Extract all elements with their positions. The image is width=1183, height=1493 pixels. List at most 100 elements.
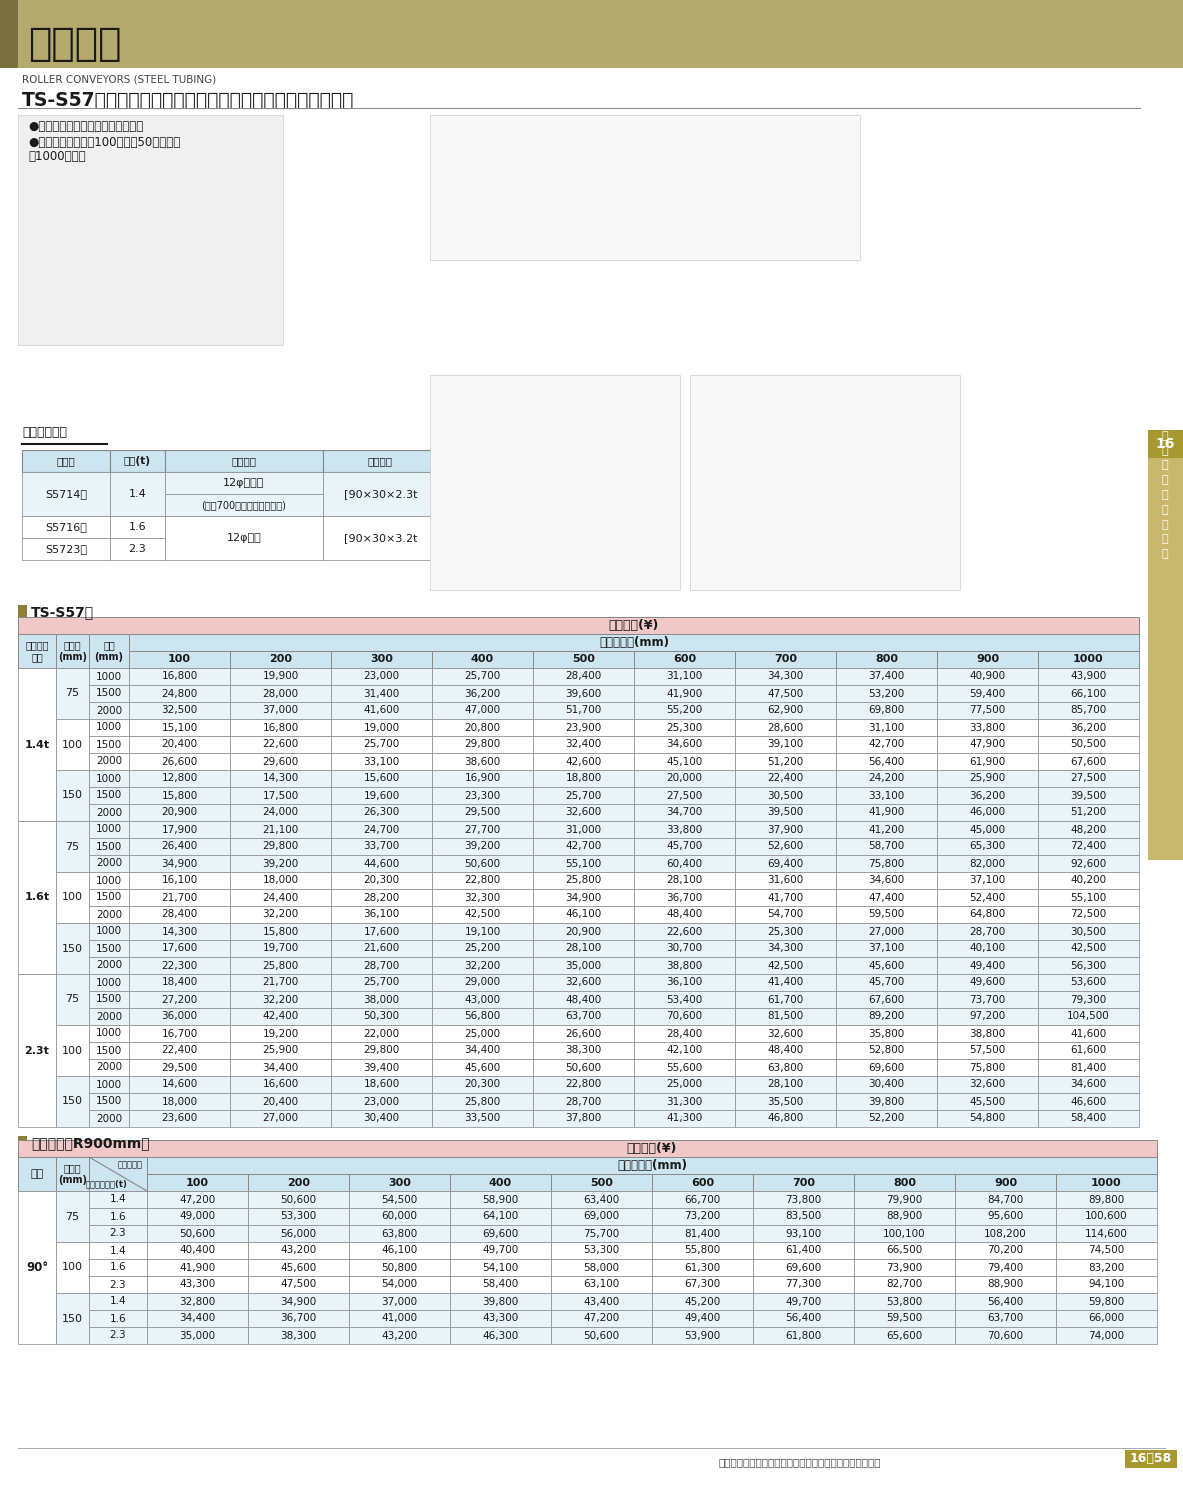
- Text: 32,600: 32,600: [969, 1079, 1006, 1090]
- Bar: [735, 1109, 836, 1127]
- Text: 16,700: 16,700: [161, 1029, 198, 1039]
- Text: 2000: 2000: [96, 1114, 122, 1124]
- Text: 54,100: 54,100: [483, 1263, 518, 1272]
- Bar: [129, 1093, 230, 1109]
- Text: 型　番: 型 番: [57, 455, 76, 466]
- Text: 34,900: 34,900: [565, 893, 602, 902]
- Text: 40,100: 40,100: [969, 944, 1006, 954]
- Text: 100: 100: [186, 1178, 209, 1187]
- Bar: [754, 1173, 854, 1191]
- Bar: [1037, 1093, 1139, 1109]
- Bar: [634, 941, 735, 957]
- Text: 22,600: 22,600: [666, 927, 703, 936]
- Bar: [18, 1141, 1157, 1157]
- Bar: [634, 770, 735, 787]
- Bar: [735, 752, 836, 770]
- Text: 15,800: 15,800: [161, 790, 198, 800]
- Text: 56,400: 56,400: [786, 1314, 822, 1323]
- Text: 34,900: 34,900: [161, 858, 198, 869]
- Bar: [735, 888, 836, 906]
- Text: 75,800: 75,800: [868, 858, 905, 869]
- Text: 74,000: 74,000: [1088, 1330, 1125, 1341]
- Text: 88,900: 88,900: [886, 1211, 923, 1221]
- Bar: [331, 770, 432, 787]
- Text: 42,500: 42,500: [768, 960, 803, 970]
- Text: 59,800: 59,800: [1088, 1296, 1125, 1306]
- Bar: [432, 1076, 534, 1093]
- Text: 2.3t: 2.3t: [25, 1045, 50, 1056]
- Text: 1000: 1000: [96, 927, 122, 936]
- Text: 47,400: 47,400: [868, 893, 905, 902]
- Bar: [230, 888, 331, 906]
- Bar: [0, 0, 1183, 69]
- Bar: [450, 1191, 551, 1208]
- Bar: [836, 702, 937, 720]
- Bar: [735, 685, 836, 702]
- Text: 32,200: 32,200: [263, 909, 298, 920]
- Text: 48,400: 48,400: [565, 994, 602, 1005]
- Bar: [349, 1173, 450, 1191]
- Bar: [634, 685, 735, 702]
- Bar: [89, 1042, 129, 1059]
- Text: 54,700: 54,700: [768, 909, 803, 920]
- Bar: [147, 1293, 248, 1309]
- Bar: [955, 1173, 1056, 1191]
- Bar: [89, 1327, 147, 1344]
- Bar: [634, 1076, 735, 1093]
- Text: 35,000: 35,000: [180, 1330, 215, 1341]
- Text: 69,600: 69,600: [868, 1063, 905, 1072]
- Bar: [129, 1059, 230, 1076]
- Text: 27,000: 27,000: [263, 1114, 298, 1124]
- Text: (但し700㎜巾用以上は丸鋼): (但し700㎜巾用以上は丸鋼): [201, 500, 286, 511]
- Bar: [534, 685, 634, 702]
- Text: 48,400: 48,400: [768, 1045, 803, 1056]
- Text: 45,600: 45,600: [868, 960, 905, 970]
- Bar: [56, 1157, 89, 1191]
- Text: 24,800: 24,800: [161, 688, 198, 699]
- Bar: [248, 1173, 349, 1191]
- Text: 38,600: 38,600: [465, 757, 500, 766]
- Text: 34,900: 34,900: [280, 1296, 317, 1306]
- Text: S5716型: S5716型: [45, 523, 86, 532]
- Bar: [937, 821, 1037, 838]
- Bar: [129, 702, 230, 720]
- Bar: [754, 1327, 854, 1344]
- Text: 25,800: 25,800: [565, 875, 602, 885]
- Text: 32,600: 32,600: [565, 978, 602, 987]
- Text: 70,600: 70,600: [666, 1011, 703, 1021]
- Bar: [1037, 752, 1139, 770]
- Text: 2.3: 2.3: [110, 1229, 127, 1239]
- Bar: [854, 1327, 955, 1344]
- Text: 59,500: 59,500: [886, 1314, 923, 1323]
- Text: 30,500: 30,500: [1071, 927, 1106, 936]
- Text: 600: 600: [691, 1178, 715, 1187]
- Text: 85,700: 85,700: [1071, 706, 1106, 715]
- Text: 62,900: 62,900: [768, 706, 803, 715]
- Bar: [534, 941, 634, 957]
- Bar: [652, 1173, 754, 1191]
- Text: 2000: 2000: [96, 858, 122, 869]
- Text: 58,000: 58,000: [583, 1263, 620, 1272]
- Bar: [1037, 991, 1139, 1008]
- Bar: [754, 1259, 854, 1277]
- Bar: [129, 685, 230, 702]
- Bar: [551, 1173, 652, 1191]
- Bar: [129, 821, 230, 838]
- Text: 20,300: 20,300: [465, 1079, 500, 1090]
- Bar: [836, 805, 937, 821]
- Text: 54,000: 54,000: [381, 1280, 418, 1290]
- Bar: [534, 888, 634, 906]
- Text: 1500: 1500: [96, 994, 122, 1005]
- Bar: [230, 667, 331, 685]
- Text: 52,800: 52,800: [868, 1045, 905, 1056]
- Text: 66,700: 66,700: [685, 1194, 720, 1205]
- Text: 18,800: 18,800: [565, 773, 602, 784]
- Bar: [89, 720, 129, 736]
- Bar: [432, 1042, 534, 1059]
- Bar: [230, 1093, 331, 1109]
- Text: 53,900: 53,900: [685, 1330, 720, 1341]
- Text: 69,600: 69,600: [483, 1229, 518, 1239]
- Bar: [248, 1191, 349, 1208]
- Bar: [534, 752, 634, 770]
- Text: 19,000: 19,000: [363, 723, 400, 733]
